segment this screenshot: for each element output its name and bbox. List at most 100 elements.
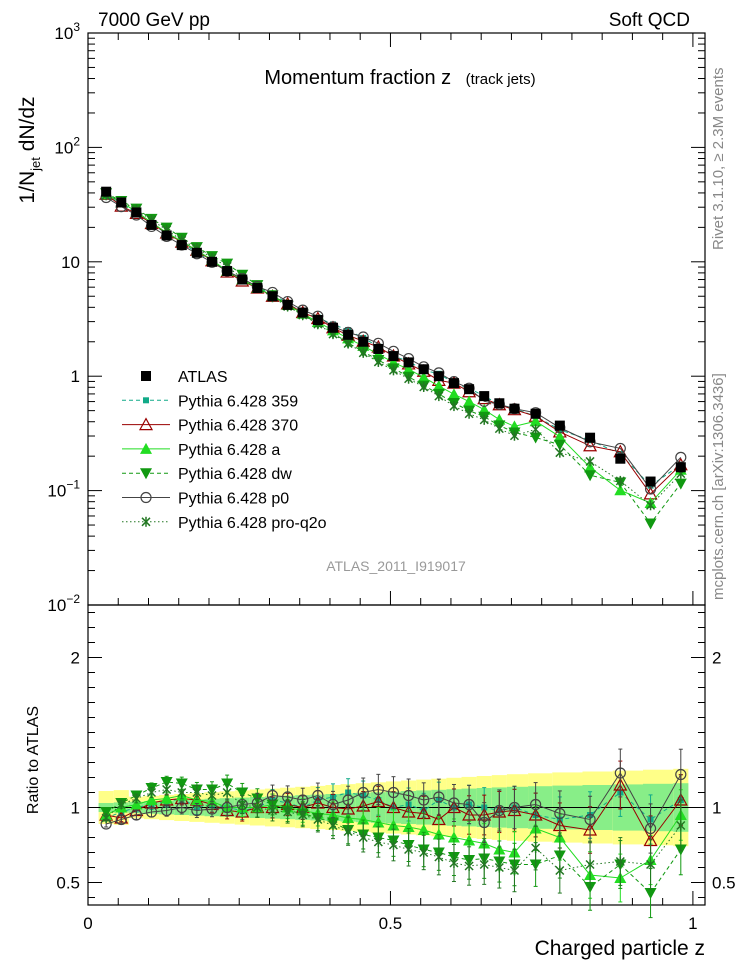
data-point <box>237 274 248 285</box>
ratio-y-tick-label: 1 <box>712 799 721 818</box>
ratio-point <box>509 865 519 876</box>
data-point <box>530 408 541 419</box>
legend-label: Pythia 6.428 dw <box>178 466 292 483</box>
svg-text:1/Njet dN/dz: 1/Njet dN/dz <box>16 96 43 203</box>
data-point <box>448 378 459 389</box>
ratio-point <box>447 831 460 843</box>
legend-marker <box>141 371 151 381</box>
y-tick-label: 10−1 <box>47 478 80 501</box>
chart-title: Momentum fraction z (track jets) <box>264 67 535 89</box>
data-point <box>479 414 489 425</box>
chart-subtitle: (track jets) <box>466 71 536 88</box>
ratio-point <box>160 792 173 804</box>
data-point <box>388 365 399 376</box>
ratio-line <box>105 781 682 894</box>
series-line <box>105 197 682 490</box>
data-point <box>176 240 187 251</box>
ratio-point <box>675 768 687 781</box>
ratio-line <box>105 794 682 879</box>
ratio-point <box>312 789 324 802</box>
data-point <box>358 347 368 358</box>
data-point <box>529 415 542 427</box>
data-point <box>614 442 626 455</box>
data-point <box>554 420 565 431</box>
ratio-point <box>177 787 187 798</box>
ratio-point <box>130 798 143 810</box>
legend-marker <box>140 491 152 504</box>
rivet-version: Rivet 3.1.10, ≥ 2.3M events <box>710 68 727 251</box>
data-point <box>646 500 656 511</box>
data-point <box>343 338 353 349</box>
ratio-point <box>357 813 370 825</box>
ratio-point <box>116 799 126 810</box>
y-tick-label: 10−2 <box>47 592 80 615</box>
ratio-point <box>432 828 445 840</box>
ratio-point <box>252 802 262 813</box>
data-point <box>464 408 474 419</box>
x-tick-label: 0 <box>83 914 92 933</box>
ratio-point <box>145 794 158 805</box>
ratio-point <box>342 794 354 806</box>
ratio-point <box>283 807 293 817</box>
ratio-point <box>191 804 203 817</box>
data-point <box>404 373 414 384</box>
ratio-point <box>372 783 384 796</box>
y-label-rest: dN/dz <box>16 96 39 157</box>
legend-label: Pythia 6.428 p0 <box>178 491 289 508</box>
data-point <box>417 371 430 383</box>
ratio-point <box>236 787 249 799</box>
ratio-point <box>479 859 489 870</box>
data-point <box>509 430 519 441</box>
data-point <box>101 186 112 197</box>
legend-item-atlas: ATLAS <box>141 369 228 386</box>
data-point <box>585 456 595 467</box>
data-point <box>358 336 369 347</box>
data-point <box>373 343 384 354</box>
ratio-ticks: 2 2 1 1 0.5 0.5 0 0.5 1 <box>56 612 736 933</box>
ratio-point <box>101 813 111 823</box>
data-point <box>464 384 475 395</box>
ratio-point <box>644 822 657 835</box>
ratio-point <box>388 840 399 850</box>
ratio-frame <box>87 604 706 906</box>
ratio-point <box>478 816 490 829</box>
ratio-point <box>343 826 353 837</box>
ratio-y-tick-label: 2 <box>71 649 80 668</box>
ratio-y-tick-label: 1 <box>71 799 80 818</box>
legend-marker <box>138 417 154 431</box>
data-point <box>553 439 566 451</box>
ratio-point <box>530 798 542 811</box>
ratio-point <box>493 804 505 817</box>
y-label-sub: jet <box>28 157 43 172</box>
ratio-line <box>105 791 682 821</box>
ratio-y-tick-label: 0.5 <box>56 874 80 893</box>
main-series <box>99 186 688 530</box>
ratio-series <box>99 748 688 919</box>
ratio-line <box>106 772 682 830</box>
ratio-point <box>161 804 173 817</box>
legend-item-pythia-6-428-pro-q2o: Pythia 6.428 pro-q2o <box>122 515 327 532</box>
ratio-point <box>646 859 656 870</box>
legend: ATLAS Pythia 6.428 359 Pythia 6.428 370 Pyt… <box>122 369 327 532</box>
ratio-y-tick-label: 0.5 <box>712 874 736 893</box>
legend-item-pythia-6-428-a: Pythia 6.428 a <box>122 442 280 459</box>
ratio-point <box>192 787 202 798</box>
data-point <box>585 432 596 443</box>
x-tick-label: 0.5 <box>379 914 403 933</box>
ratio-point <box>206 803 218 815</box>
ratio-point <box>531 843 541 853</box>
data-point <box>432 380 445 392</box>
ratio-point <box>131 793 141 804</box>
ratio-point <box>328 820 338 831</box>
data-point <box>312 314 323 325</box>
data-point <box>327 322 338 333</box>
data-point <box>252 283 263 294</box>
data-point <box>191 247 202 258</box>
data-point <box>644 518 657 530</box>
ratio-point <box>448 797 460 809</box>
ratio-point <box>676 820 686 831</box>
ratio-point <box>207 790 217 801</box>
data-point <box>402 363 415 375</box>
ratio-point <box>267 805 278 816</box>
